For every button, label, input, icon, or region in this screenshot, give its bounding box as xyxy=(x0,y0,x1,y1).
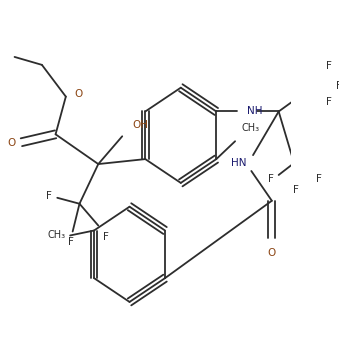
Text: F: F xyxy=(103,232,109,241)
Text: F: F xyxy=(268,174,274,184)
Text: O: O xyxy=(268,248,276,258)
Text: F: F xyxy=(46,191,52,201)
Text: HN: HN xyxy=(231,158,246,168)
Text: O: O xyxy=(74,89,83,98)
Text: F: F xyxy=(326,96,332,107)
Text: CH₃: CH₃ xyxy=(242,123,260,133)
Text: F: F xyxy=(326,61,332,71)
Text: OH: OH xyxy=(133,120,148,130)
Text: F: F xyxy=(68,237,74,248)
Text: F: F xyxy=(293,185,299,195)
Text: NH: NH xyxy=(247,106,263,117)
Text: CH₃: CH₃ xyxy=(48,231,66,240)
Text: F: F xyxy=(316,174,322,184)
Text: F: F xyxy=(336,81,339,91)
Text: O: O xyxy=(7,138,16,148)
